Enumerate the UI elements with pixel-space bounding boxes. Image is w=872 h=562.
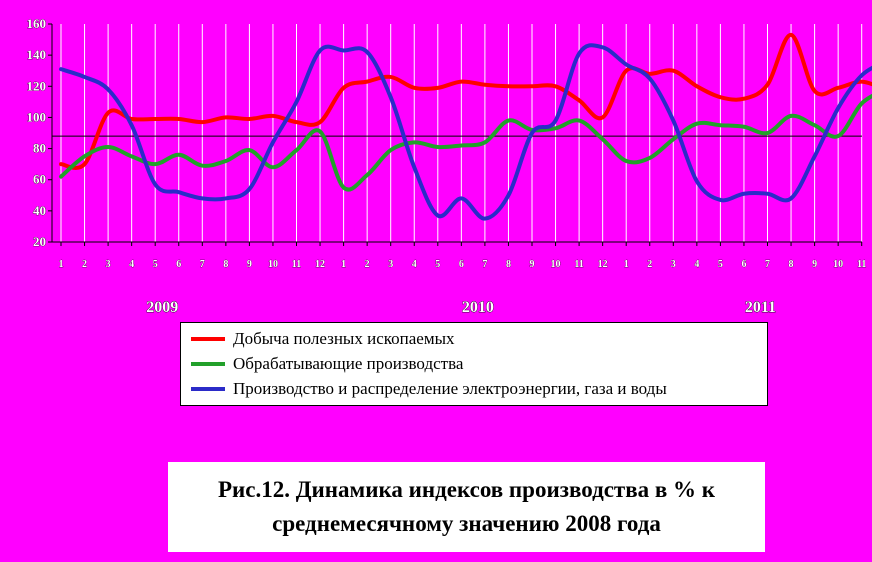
plot-area — [52, 24, 862, 242]
legend-swatch-mining — [191, 337, 225, 341]
x-tick-label: 5 — [153, 259, 158, 270]
legend-label-utilities: Производство и распределение электроэнер… — [233, 379, 667, 398]
x-tick-label: 1 — [624, 259, 629, 270]
x-tick-label: 1 — [341, 259, 346, 270]
series-line-utilities — [59, 43, 872, 221]
legend-item-manufacturing: Обрабатывающие производства — [191, 354, 463, 374]
year-label: 2011 — [745, 299, 776, 316]
legend-label-mining: Добыча полезных ископаемых — [233, 329, 455, 348]
x-tick-label: 8 — [789, 259, 794, 270]
y-tick-label: 120 — [27, 78, 47, 93]
x-tick-label: 9 — [530, 259, 535, 270]
x-tick-label: 6 — [741, 259, 746, 270]
x-tick-label: 9 — [812, 259, 817, 270]
x-tick-label: 4 — [694, 259, 699, 270]
x-tick-label: 7 — [482, 259, 487, 270]
x-tick-label: 2 — [647, 259, 652, 270]
x-tick-label: 11 — [857, 259, 866, 270]
series-line-manufacturing — [59, 93, 872, 192]
x-tick-label: 8 — [506, 259, 511, 270]
x-tick-label: 2 — [365, 259, 370, 270]
x-tick-label: 3 — [106, 259, 111, 270]
y-tick-label: 20 — [33, 234, 46, 249]
x-tick-label: 12 — [315, 259, 325, 270]
y-tick-label: 100 — [27, 109, 47, 124]
legend-label-manufacturing: Обрабатывающие производства — [233, 354, 464, 373]
x-tick-label: 4 — [412, 259, 417, 270]
year-label: 2009 — [146, 299, 178, 316]
axes — [48, 23, 863, 246]
legend-item-mining: Добыча полезных ископаемых — [191, 329, 455, 349]
x-tick-label: 9 — [247, 259, 252, 270]
caption-line-2: среднемесячному значению 2008 года — [272, 511, 661, 536]
x-tick-label: 3 — [388, 259, 393, 270]
y-tick-label: 60 — [33, 172, 46, 187]
chart-caption: Рис.12. Динамика индексов производства в… — [168, 462, 765, 552]
x-tick-label: 11 — [574, 259, 583, 270]
x-tick-label: 5 — [435, 259, 440, 270]
chart-legend: Добыча полезных ископаемых Обрабатывающи… — [180, 322, 768, 406]
x-tick-label: 10 — [551, 259, 561, 270]
x-tick-label: 10 — [833, 259, 843, 270]
x-tick-label: 4 — [129, 259, 134, 270]
year-label: 2010 — [462, 299, 494, 316]
series-line-mining — [59, 32, 872, 170]
x-tick-label: 7 — [765, 259, 770, 270]
x-tick-label: 10 — [268, 259, 278, 270]
x-tick-label: 1 — [59, 259, 64, 270]
x-tick-label: 6 — [176, 259, 181, 270]
y-tick-label: 140 — [27, 47, 47, 62]
x-tick-label: 5 — [718, 259, 723, 270]
x-tick-label: 3 — [671, 259, 676, 270]
caption-line-1: Рис.12. Динамика индексов производства в… — [217, 477, 716, 502]
grid-lines — [52, 24, 863, 242]
series-group — [59, 32, 872, 221]
legend-swatch-utilities — [191, 387, 225, 391]
x-tick-label: 8 — [223, 259, 228, 270]
x-tick-label: 6 — [459, 259, 464, 270]
x-tick-label: 2 — [82, 259, 87, 270]
y-tick-label: 80 — [33, 141, 46, 156]
y-tick-label: 160 — [27, 16, 47, 31]
legend-item-utilities: Производство и распределение электроэнер… — [191, 379, 667, 399]
x-tick-label: 7 — [200, 259, 205, 270]
x-tick-label: 12 — [598, 259, 608, 270]
legend-swatch-manufacturing — [191, 362, 225, 366]
x-tick-label: 11 — [292, 259, 301, 270]
y-tick-label: 40 — [33, 203, 46, 218]
